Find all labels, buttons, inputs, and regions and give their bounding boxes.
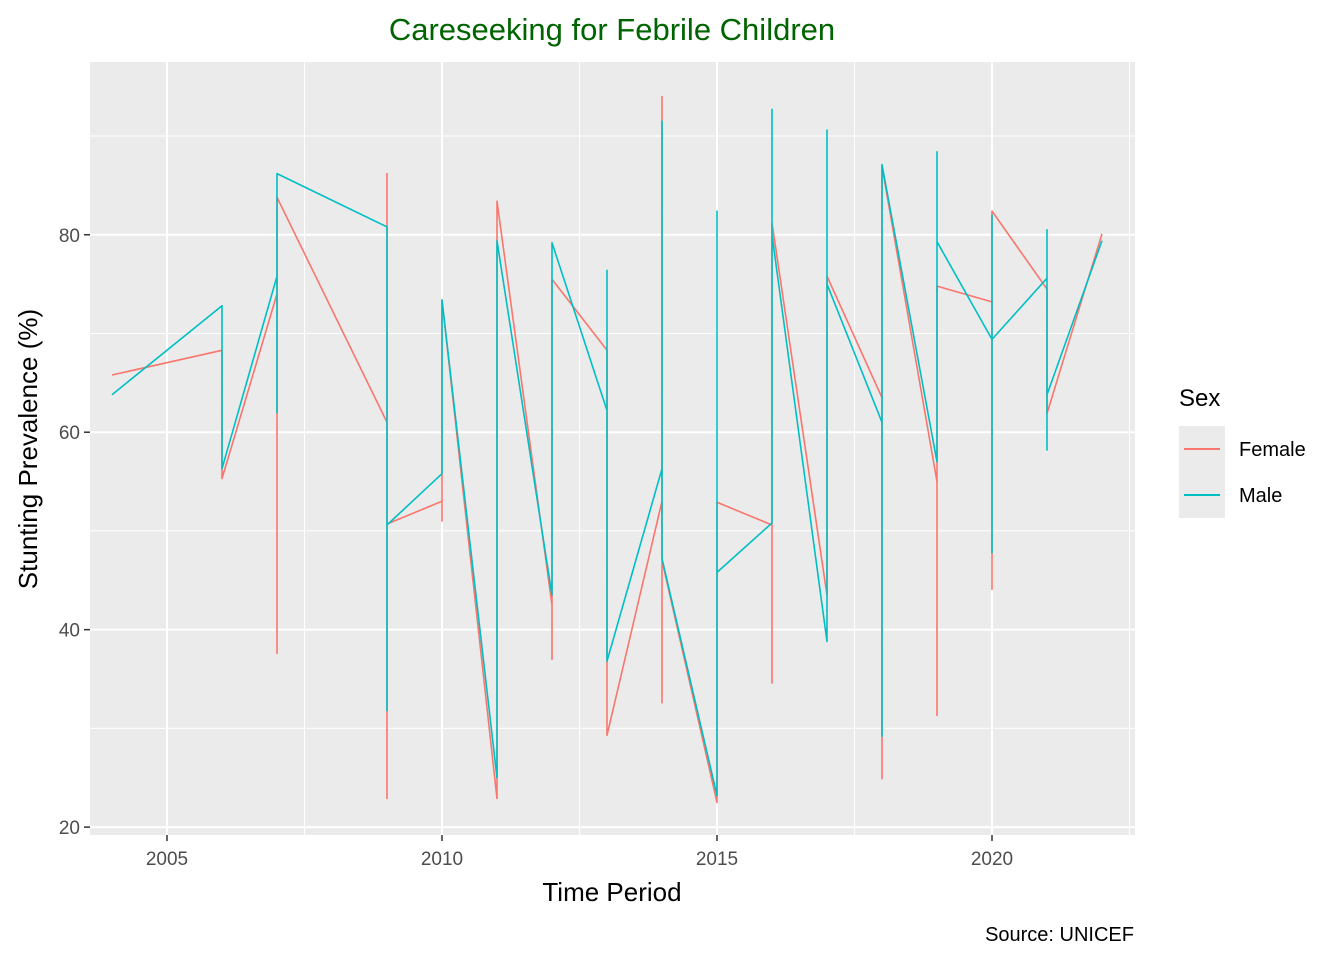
x-axis-title: Time Period (542, 877, 681, 907)
y-axis: 20 40 60 80 (59, 226, 90, 839)
plot-panel (90, 62, 1135, 835)
y-tick-label: 40 (59, 621, 80, 642)
y-tick-label: 60 (59, 423, 80, 444)
y-tick-label: 80 (59, 226, 80, 247)
x-axis: 2005 2010 2015 2020 (146, 835, 1013, 870)
legend: Sex Female Male (1179, 385, 1306, 518)
series-line-male (111, 108, 1103, 797)
x-tick-label: 2020 (971, 849, 1013, 870)
grid-lines (90, 62, 1135, 835)
x-tick-label: 2015 (696, 849, 738, 870)
legend-title: Sex (1179, 385, 1220, 412)
series-lines (111, 95, 1103, 804)
x-tick-label: 2010 (421, 849, 463, 870)
legend-label-female: Female (1239, 439, 1306, 461)
source-caption: Source: UNICEF (985, 924, 1134, 946)
x-tick-label: 2005 (146, 849, 188, 870)
y-axis-title: Stunting Prevalence (%) (13, 309, 43, 589)
series-line-female (111, 95, 1103, 804)
legend-label-male: Male (1239, 485, 1282, 507)
y-tick-label: 20 (59, 818, 80, 839)
chart-title: Careseeking for Febrile Children (389, 12, 835, 47)
legend-items: Female Male (1179, 426, 1306, 518)
